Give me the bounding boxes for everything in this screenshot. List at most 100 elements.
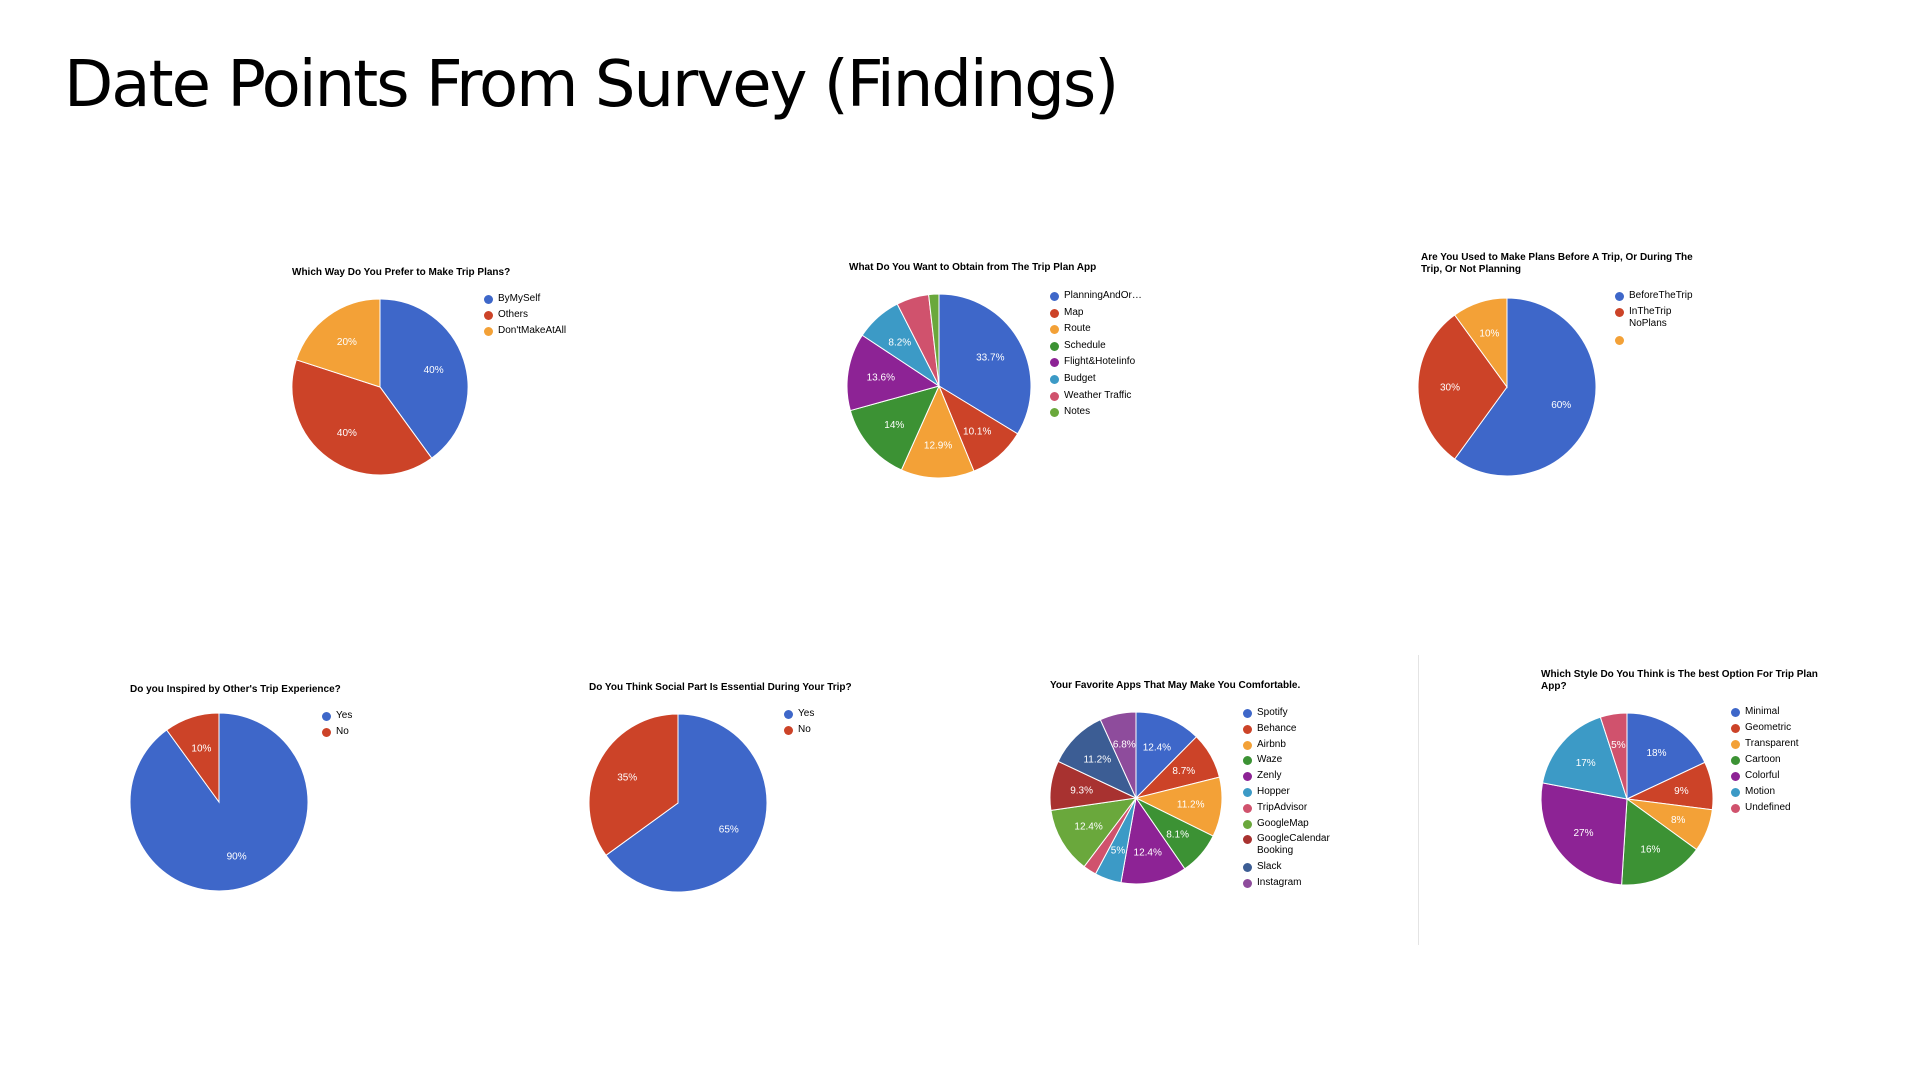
legend-label: Zenly xyxy=(1257,770,1282,782)
pie-svg: 12.4%8.7%11.2%8.1%12.4%5%12.4%9.3%11.2%6… xyxy=(1049,711,1223,885)
pie-slice-label: 11.2% xyxy=(1083,754,1111,765)
pie-slice xyxy=(1453,297,1597,477)
legend-label: Others xyxy=(498,309,529,320)
pie-slice-label: 60% xyxy=(1551,400,1571,411)
pie-slice-label: 10.1% xyxy=(963,426,991,437)
page-title: Date Points From Survey (Findings) xyxy=(64,48,1119,122)
legend-label: Route xyxy=(1064,323,1091,335)
legend-swatch xyxy=(1050,341,1059,351)
legend-swatch xyxy=(1731,756,1740,765)
pie-slice xyxy=(165,712,220,804)
legend-label: Waze xyxy=(1257,754,1283,766)
legend-label: Budget xyxy=(1064,373,1096,384)
legend-label: No xyxy=(798,724,811,735)
pie-slice-label: 27% xyxy=(1573,828,1593,839)
pie-slice-label: 13.6% xyxy=(867,372,895,383)
legend-swatch xyxy=(1615,308,1624,317)
legend-label: ByMySelf xyxy=(498,293,541,304)
legend-swatch xyxy=(784,710,793,719)
legend-label: Hopper xyxy=(1257,786,1290,797)
pie-svg: 33.7% 10.1% 12.9% 14% 13.6% 8.2% xyxy=(846,293,1032,479)
legend-label: Spotify xyxy=(1257,707,1288,718)
pie-slice-label: 33.7% xyxy=(976,353,1004,364)
pie-slice-label: 9% xyxy=(1674,786,1689,797)
legend-swatch xyxy=(484,295,493,304)
chart-title: Your Favorite Apps That May Make You Com… xyxy=(1050,680,1301,691)
legend-label: Yes xyxy=(798,708,815,719)
legend-swatch xyxy=(1243,803,1252,813)
legend-swatch xyxy=(784,726,793,735)
legend-label: Cartoon xyxy=(1745,754,1781,765)
legend-label: Notes xyxy=(1064,406,1091,418)
pie-slice-label: 30% xyxy=(1440,383,1460,394)
legend-label: Airbnb xyxy=(1257,738,1286,750)
pie-slice xyxy=(1453,297,1508,389)
legend-label: Transparent xyxy=(1745,738,1799,749)
pie-slice xyxy=(1541,716,1628,800)
legend-swatch xyxy=(1050,391,1059,401)
legend-swatch xyxy=(1050,308,1059,318)
pie-slice-label: 6.8% xyxy=(1113,740,1136,751)
pie-slice xyxy=(291,359,433,476)
pie-svg: 65% 35% xyxy=(588,713,768,893)
legend-label: Undefined xyxy=(1745,802,1791,813)
pie-slice-label: 5% xyxy=(1611,740,1626,751)
legend-swatch xyxy=(1050,375,1059,384)
pie-slice xyxy=(928,293,940,387)
legend-swatch xyxy=(1731,788,1740,797)
legend-label: Instagram xyxy=(1257,877,1302,888)
pie-slice xyxy=(1621,798,1698,886)
legend-label: InTheTrip NoPlans xyxy=(1629,306,1672,329)
chart-title: Which Way Do You Prefer to Make Trip Pla… xyxy=(292,267,511,278)
legend-label: Don'tMakeAtAll xyxy=(498,325,567,336)
pie-slice-label: 12.4% xyxy=(1074,822,1102,833)
pie-chart-trip-app-goals: What Do You Want to Obtain from The Trip… xyxy=(846,262,1209,488)
legend-swatch xyxy=(1731,804,1740,813)
pie-chart-trip-plan-preference: Which Way Do You Prefer to Make Trip Pla… xyxy=(291,267,612,485)
legend-swatch xyxy=(1731,724,1740,733)
legend-label: Behance xyxy=(1257,722,1297,734)
legend-label: Colorful xyxy=(1745,770,1780,781)
legend-swatch xyxy=(1050,358,1059,368)
legend-swatch xyxy=(1615,292,1624,301)
legend-label: Slack xyxy=(1257,861,1282,873)
legend-label: Minimal xyxy=(1745,706,1780,717)
pie-slice-label: 8.7% xyxy=(1172,766,1195,777)
pie-slice-label: 40% xyxy=(337,428,357,439)
pie-chart-inspired-by-others: Do you Inspired by Other's Trip Experien… xyxy=(129,684,420,901)
legend-label: Schedule xyxy=(1064,339,1106,351)
legend-label: Flight&HoteIinfo xyxy=(1064,356,1136,368)
legend-swatch xyxy=(1243,772,1252,782)
legend-swatch xyxy=(1050,408,1059,418)
pie-slice xyxy=(1626,712,1706,800)
legend-label: BeforeTheTrip xyxy=(1629,290,1693,301)
pie-slice xyxy=(900,384,975,479)
legend-swatch xyxy=(1243,879,1252,888)
legend-label: PlanningAndOr… xyxy=(1064,290,1142,301)
pie-slice xyxy=(605,713,768,893)
pie-slice-label: 14% xyxy=(884,420,904,431)
pie-svg: 60% 30% 10% xyxy=(1417,297,1597,477)
legend-swatch xyxy=(484,311,493,320)
pie-chart-plan-timing: Are You Used to Make Plans Before A Trip… xyxy=(1417,252,1721,486)
pie-slice-label: 10% xyxy=(191,743,211,754)
legend-label: Weather Traffic xyxy=(1064,389,1132,401)
chart-title: Do You Think Social Part Is Essential Du… xyxy=(589,682,852,693)
chart-title: Are You Used to Make Plans Before A Trip… xyxy=(1421,252,1693,275)
legend-swatch xyxy=(1731,772,1740,781)
pie-slice-label: 8.1% xyxy=(1166,830,1189,841)
legend-swatch xyxy=(1243,835,1252,845)
chart-title: What Do You Want to Obtain from The Trip… xyxy=(849,262,1097,273)
legend-label: Geometric xyxy=(1745,722,1792,733)
legend-swatch xyxy=(1243,863,1252,873)
pie-chart-preferred-style: Which Style Do You Think is The best Opt… xyxy=(1540,669,1831,895)
pie-svg: 90% 10% xyxy=(129,712,309,892)
legend-swatch xyxy=(1243,819,1252,829)
pie-slice-label: 17% xyxy=(1576,758,1596,769)
pie-chart-favorite-apps: Your Favorite Apps That May Make You Com… xyxy=(1049,680,1350,894)
pie-slice xyxy=(1050,797,1138,868)
legend-swatch xyxy=(322,712,331,721)
pie-slice-label: 40% xyxy=(424,365,444,376)
legend-label: GoogleCalendar Booking xyxy=(1257,833,1330,857)
pie-slice xyxy=(295,298,381,388)
